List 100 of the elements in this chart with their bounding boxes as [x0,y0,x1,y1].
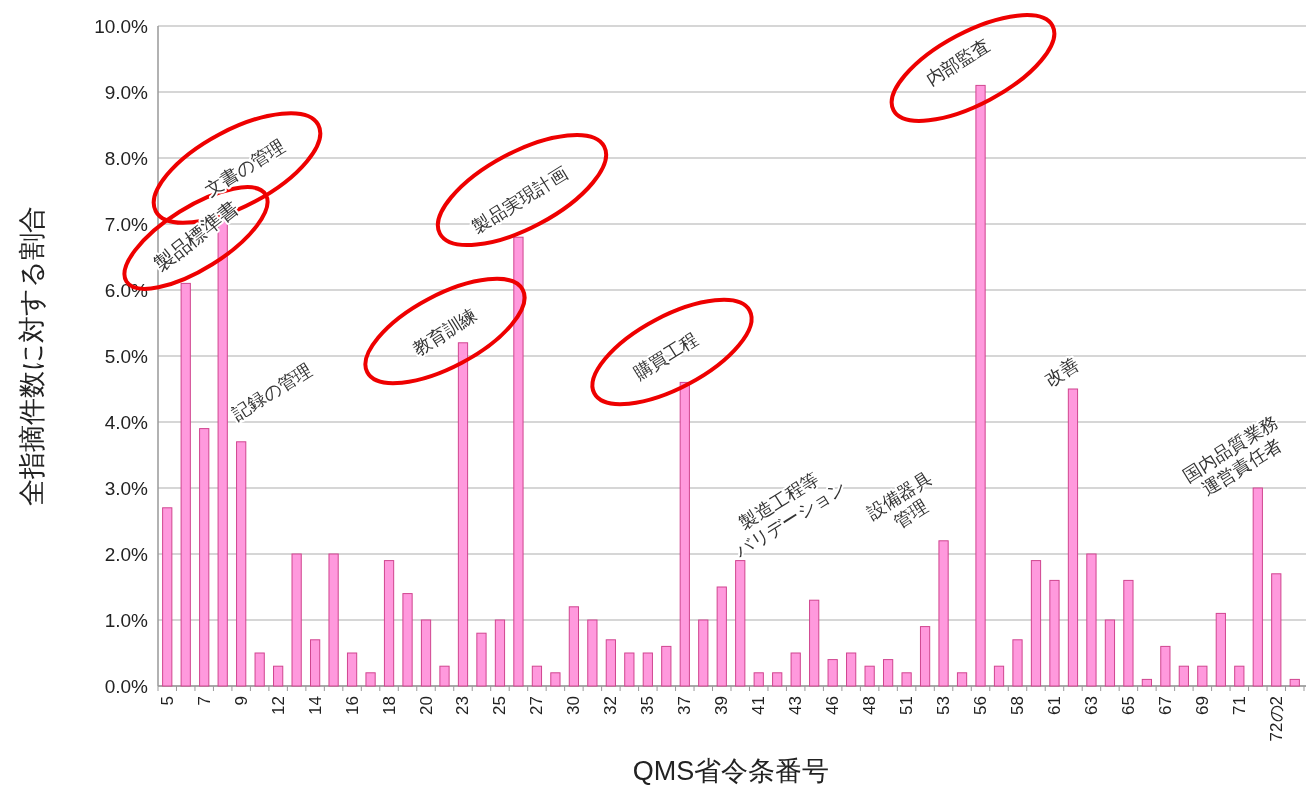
y-tick-label: 10.0% [94,16,149,37]
x-tick-label: 32 [601,696,621,715]
x-tick-label: 72の2 [1266,696,1286,742]
bar [956,672,968,687]
bar [1049,579,1060,687]
x-tick-label: 41 [749,696,769,715]
x-tick-label: 58 [1008,696,1027,715]
bar [1030,560,1042,687]
y-tick-label: 3.0% [104,478,149,499]
bar [938,540,949,687]
bar [254,652,265,687]
bar [827,659,838,687]
bar [975,84,986,687]
bar [753,672,764,687]
bar [309,639,321,687]
x-tick-label: 27 [527,696,547,715]
x-tick-label: 61 [1044,696,1064,715]
x-tick-label: 63 [1081,696,1101,715]
bar [180,282,191,687]
annotation: 文書の管理 [201,135,289,201]
bar [162,507,173,687]
bar [236,441,247,687]
annotation: 購買工程 [630,328,702,384]
bar [809,599,820,687]
x-tick-label: 39 [712,696,732,715]
bar [605,639,616,687]
x-tick-label: 37 [675,696,695,715]
bar [624,652,635,687]
x-tick-label: 30 [564,696,584,715]
bar [457,342,469,687]
y-tick-label: 7.0% [104,214,149,235]
bar [1271,573,1282,687]
bar [550,672,561,687]
bar [1160,645,1171,687]
bar [476,632,487,687]
y-tick-label: 2.0% [104,544,149,565]
y-tick-label: 5.0% [104,346,149,367]
annotation: 改善 [1041,353,1083,391]
x-tick-label: 43 [786,696,806,715]
bar [790,652,801,687]
x-tick-label: 12 [268,696,288,715]
y-tick-label: 4.0% [104,412,149,433]
x-tick-label: 5 [157,696,177,706]
bar [513,236,524,687]
bar [679,381,690,687]
y-tick-label: 1.0% [104,610,149,631]
y-tick-label: 0.0% [104,676,149,697]
x-tick-label: 23 [453,696,473,715]
bar [1234,665,1245,687]
bar [993,665,1005,687]
bar [1141,678,1153,687]
x-tick-label: 16 [342,696,362,715]
x-tick-label: 51 [897,696,917,715]
bar [1252,487,1263,687]
x-tick-label: 20 [416,696,436,715]
x-tick-label: 48 [860,696,880,715]
x-tick-label: 25 [490,696,510,715]
bar [587,619,598,687]
x-tick-label: 65 [1118,696,1138,715]
y-tick-label: 9.0% [104,82,149,103]
bar [1289,678,1300,687]
bar [1012,639,1023,687]
bar [346,652,358,687]
y-axis-title: 全指摘件数に対する割合 [17,206,47,506]
annotation: 教育訓練 [409,304,481,360]
bar [420,619,432,687]
bar [328,553,339,687]
bar [494,619,506,687]
x-tick-label: 7 [194,696,214,706]
x-tick-label: 35 [638,696,658,715]
bar [291,553,302,687]
bar [568,606,580,687]
bar [1178,665,1189,687]
bar [698,619,709,687]
x-tick-label: 46 [823,696,843,715]
bar [439,665,450,687]
x-tick-label: 67 [1155,696,1175,715]
bar [735,560,746,687]
x-tick-label: 9 [231,696,251,706]
x-axis-title: QMS省令条番号 [632,756,830,786]
bar [846,652,857,687]
bar [919,626,931,687]
annotation: 設備器具 管理 [863,468,936,533]
x-tick-label: 18 [379,696,399,715]
bar [772,672,783,687]
bar [642,652,653,687]
y-tick-label: 8.0% [104,148,149,169]
bar [864,665,875,687]
bar [882,659,894,687]
x-tick-label: 53 [934,696,954,715]
bar [1086,553,1097,687]
bar [531,665,543,687]
annotation: 製品実現計画 [468,162,572,238]
annotation: 国内品質業務 運営責任者 [1179,411,1286,500]
bar [716,586,727,687]
bar [383,560,395,687]
bar [1067,388,1079,687]
x-tick-label: 69 [1192,696,1212,715]
x-tick-label: 71 [1229,696,1249,715]
bar [661,645,672,687]
